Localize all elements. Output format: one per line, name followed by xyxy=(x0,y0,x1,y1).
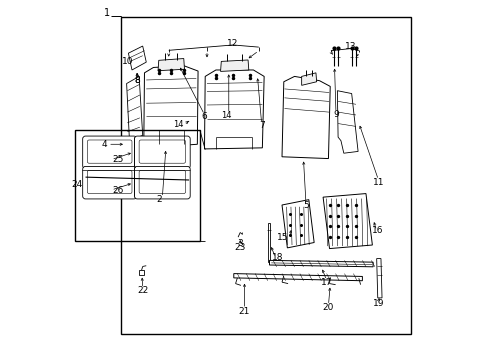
Polygon shape xyxy=(139,270,144,275)
Text: 9: 9 xyxy=(332,110,338,119)
FancyBboxPatch shape xyxy=(82,136,136,168)
Text: 23: 23 xyxy=(234,243,245,252)
Text: 16: 16 xyxy=(371,226,383,235)
Text: 12: 12 xyxy=(227,39,238,48)
Text: 26: 26 xyxy=(112,185,123,194)
Polygon shape xyxy=(220,60,248,71)
Polygon shape xyxy=(158,59,184,71)
Polygon shape xyxy=(204,70,264,149)
Polygon shape xyxy=(143,66,198,148)
Text: 7: 7 xyxy=(258,121,264,130)
Text: 2: 2 xyxy=(156,195,162,204)
Polygon shape xyxy=(128,46,146,70)
Text: 18: 18 xyxy=(271,253,283,262)
Text: 24: 24 xyxy=(72,180,83,189)
Polygon shape xyxy=(282,200,313,248)
Text: 8: 8 xyxy=(134,76,140,85)
Text: 14: 14 xyxy=(173,121,183,130)
Polygon shape xyxy=(282,76,329,158)
FancyBboxPatch shape xyxy=(134,166,190,199)
Text: 1: 1 xyxy=(103,8,110,18)
Polygon shape xyxy=(376,258,381,298)
Text: 21: 21 xyxy=(238,307,250,316)
Text: 14: 14 xyxy=(220,111,231,120)
Text: 10: 10 xyxy=(122,57,134,66)
Text: 8: 8 xyxy=(134,76,140,85)
Text: 3: 3 xyxy=(237,239,243,248)
Text: 5: 5 xyxy=(303,201,308,210)
Text: 19: 19 xyxy=(372,300,384,309)
Text: 6: 6 xyxy=(201,112,207,121)
Bar xyxy=(121,18,410,334)
Polygon shape xyxy=(267,223,270,262)
Text: 17: 17 xyxy=(320,278,332,287)
Text: 4: 4 xyxy=(102,140,107,149)
FancyBboxPatch shape xyxy=(82,166,136,199)
Polygon shape xyxy=(233,274,362,281)
Polygon shape xyxy=(337,91,357,153)
Text: 20: 20 xyxy=(322,303,333,312)
Text: 25: 25 xyxy=(112,155,123,164)
FancyBboxPatch shape xyxy=(134,136,190,168)
Polygon shape xyxy=(301,73,316,85)
Text: 11: 11 xyxy=(372,177,384,186)
Polygon shape xyxy=(126,76,142,141)
Polygon shape xyxy=(323,194,372,249)
Bar xyxy=(75,130,200,241)
Polygon shape xyxy=(269,260,372,267)
Text: 15: 15 xyxy=(276,233,288,242)
Text: 22: 22 xyxy=(137,286,148,295)
Text: 13: 13 xyxy=(345,42,356,51)
